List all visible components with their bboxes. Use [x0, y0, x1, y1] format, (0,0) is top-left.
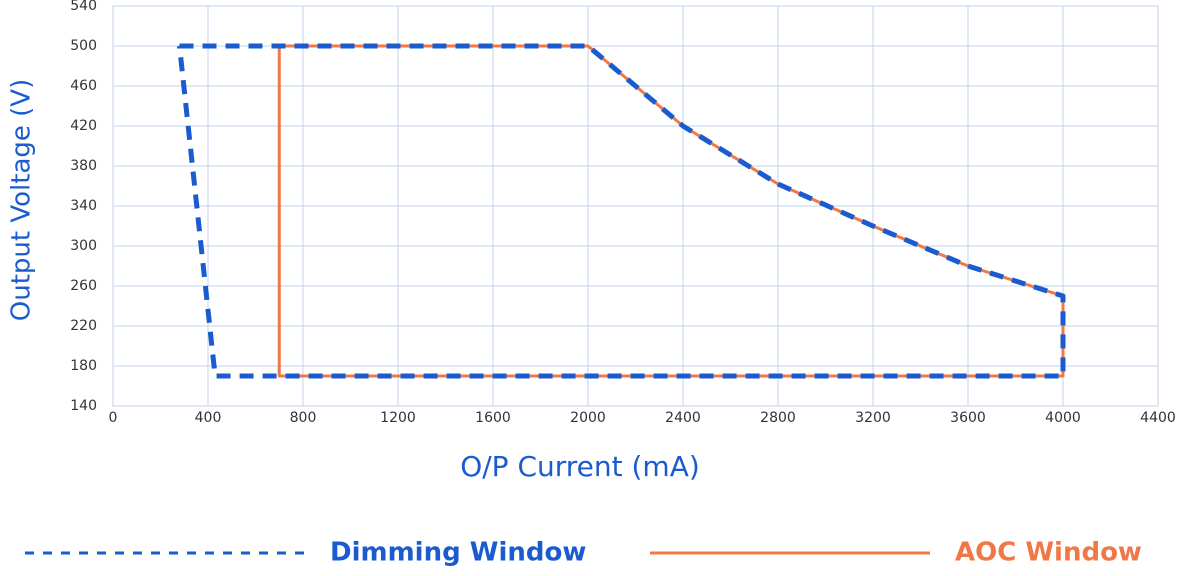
y-tick-label: 140	[70, 398, 97, 414]
legend-label: Dimming Window	[330, 538, 586, 568]
x-tick-label: 1600	[475, 410, 511, 426]
y-axis-title: Output Voltage (V)	[7, 79, 37, 321]
x-tick-label: 0	[109, 410, 118, 426]
x-tick-label: 400	[195, 410, 222, 426]
y-tick-label: 260	[70, 278, 97, 294]
y-tick-label: 380	[70, 158, 97, 174]
x-tick-label: 4000	[1045, 410, 1081, 426]
x-tick-label: 2800	[760, 410, 796, 426]
x-tick-label: 4400	[1140, 410, 1176, 426]
y-tick-label: 220	[70, 318, 97, 334]
x-tick-label: 3600	[950, 410, 986, 426]
y-tick-label: 540	[70, 0, 97, 14]
series-line	[177, 43, 1066, 379]
y-tick-label: 460	[70, 78, 97, 94]
x-tick-label: 2000	[570, 410, 606, 426]
y-tick-label: 420	[70, 118, 97, 134]
x-tick-label: 2400	[665, 410, 701, 426]
x-tick-label: 1200	[380, 410, 416, 426]
x-axis-title: O/P Current (mA)	[460, 450, 700, 483]
y-tick-label: 340	[70, 198, 97, 214]
x-tick-label: 3200	[855, 410, 891, 426]
y-tick-label: 300	[70, 238, 97, 254]
y-tick-label: 500	[70, 38, 97, 54]
legend-label: AOC Window	[955, 538, 1142, 568]
x-tick-label: 800	[290, 410, 317, 426]
y-tick-label: 180	[70, 358, 97, 374]
